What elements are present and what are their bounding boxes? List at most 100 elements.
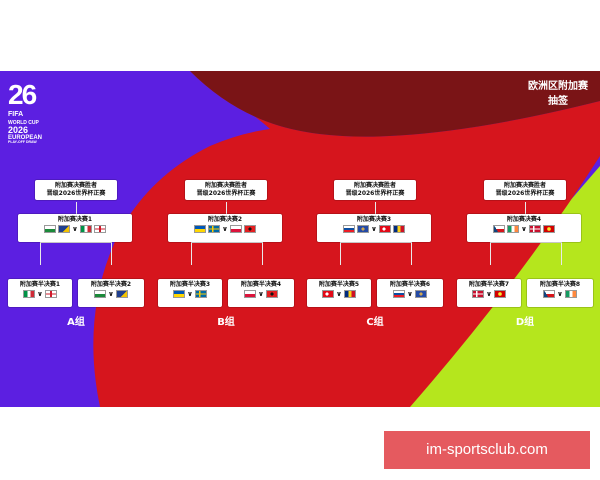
final-box: 附加赛决赛2 ∨ [168, 214, 282, 242]
semifinal-box: 附加赛半决赛2 ∨ [78, 279, 144, 307]
title-line-2: 抽签 [548, 96, 568, 107]
flag-denmark-icon [528, 225, 541, 233]
flag-denmark-icon [472, 290, 485, 298]
flag-bosnia-icon [115, 290, 128, 298]
connector [340, 242, 412, 265]
logo-world-cup: WORLD CUP [8, 120, 39, 126]
flag-albania-icon [265, 290, 278, 298]
semifinal-label: 附加赛半决赛8 [539, 281, 581, 288]
winner-box: 附加赛决赛胜者 晋级2026世界杯正赛 [484, 180, 566, 200]
semifinal-box: 附加赛半决赛4 ∨ [228, 279, 294, 307]
vs-icon: ∨ [222, 225, 228, 233]
flag-italy-icon [79, 225, 92, 233]
watermark-link[interactable]: im-sportsclub.com [384, 431, 590, 469]
vs-icon: ∨ [521, 225, 527, 233]
flag-wales-icon [94, 290, 107, 298]
semifinal-label: 附加赛半决赛4 [240, 281, 282, 288]
flag-romania-icon [343, 290, 356, 298]
winner-line-1: 附加赛决赛胜者 [204, 182, 247, 189]
winner-box: 附加赛决赛胜者 晋级2026世界杯正赛 [185, 180, 267, 200]
title-line-1: 欧洲区附加赛 [528, 81, 588, 92]
final-label: 附加赛决赛1 [57, 216, 93, 223]
flag-england-icon [44, 290, 57, 298]
winner-line-2: 晋级2026世界杯正赛 [46, 190, 106, 197]
flag-italy-icon [23, 290, 36, 298]
connector [40, 242, 112, 265]
winner-box: 附加赛决赛胜者 晋级2026世界杯正赛 [35, 180, 117, 200]
semifinal-box: 附加赛半决赛7 ∨ [457, 279, 521, 307]
vs-icon: ∨ [371, 225, 377, 233]
logo-year: 2026 [8, 125, 29, 135]
semifinal-box: 附加赛半决赛6 ∨ [377, 279, 443, 307]
flag-czechia-icon [493, 225, 506, 233]
flag-romania-icon [392, 225, 405, 233]
logo-fifa: FIFA [8, 111, 24, 118]
flag-ireland-icon [564, 290, 577, 298]
vs-icon: ∨ [486, 290, 492, 298]
winner-line-2: 晋级2026世界杯正赛 [196, 190, 256, 197]
flag-ireland-icon [507, 225, 520, 233]
vs-icon: ∨ [336, 290, 342, 298]
playoff-banner: 26 FIFA WORLD CUP 2026 EUROPEAN PLAY-OFF… [0, 71, 600, 407]
flag-poland-icon [229, 225, 242, 233]
flag-albania-icon [243, 225, 256, 233]
flag-north-macedonia-icon [542, 225, 555, 233]
group-label: B组 [217, 317, 235, 328]
connector [375, 202, 376, 214]
vs-icon: ∨ [108, 290, 114, 298]
connector [525, 202, 526, 214]
final-box: 附加赛决赛1 ∨ [18, 214, 132, 242]
winner-line-2: 晋级2026世界杯正赛 [345, 190, 405, 197]
flag-sweden-icon [208, 225, 221, 233]
flag-kosovo-icon [357, 225, 370, 233]
vs-icon: ∨ [407, 290, 413, 298]
flag-turkey-icon [378, 225, 391, 233]
winner-line-1: 附加赛决赛胜者 [503, 182, 546, 189]
connector [490, 242, 562, 265]
semifinal-label: 附加赛半决赛7 [468, 281, 510, 288]
vs-icon: ∨ [72, 225, 78, 233]
flag-ukraine-icon [173, 290, 186, 298]
group-label: C组 [366, 317, 384, 328]
semifinal-label: 附加赛半决赛6 [389, 281, 431, 288]
final-label: 附加赛决赛2 [207, 216, 243, 223]
connector [76, 202, 77, 214]
flag-slovakia-icon [343, 225, 356, 233]
winner-line-2: 晋级2026世界杯正赛 [495, 190, 555, 197]
connector [191, 242, 263, 265]
flag-czechia-icon [543, 290, 556, 298]
draw-title: 欧洲区附加赛 抽签 [528, 79, 588, 109]
semifinal-label: 附加赛半决赛5 [318, 281, 360, 288]
winner-line-1: 附加赛决赛胜者 [54, 182, 97, 189]
semifinal-label: 附加赛半决赛3 [169, 281, 211, 288]
logo-european: EUROPEAN [8, 135, 43, 141]
semifinal-box: 附加赛半决赛1 ∨ [8, 279, 72, 307]
vs-icon: ∨ [258, 290, 264, 298]
logo-playoff-draw: PLAY-OFF DRAW [8, 140, 37, 144]
winner-line-1: 附加赛决赛胜者 [353, 182, 396, 189]
final-label: 附加赛决赛4 [506, 216, 542, 223]
group-label: A组 [67, 317, 85, 328]
semifinal-box: 附加赛半决赛3 ∨ [158, 279, 222, 307]
final-box: 附加赛决赛4 ∨ [467, 214, 581, 242]
flag-slovakia-icon [393, 290, 406, 298]
flag-bosnia-icon [58, 225, 71, 233]
vs-icon: ∨ [557, 290, 563, 298]
final-label: 附加赛决赛3 [356, 216, 392, 223]
fifa-world-cup-logo: 26 FIFA WORLD CUP 2026 EUROPEAN PLAY-OFF… [8, 81, 54, 145]
semifinal-box: 附加赛半决赛5 ∨ [307, 279, 371, 307]
logo-year-digits: 26 [8, 79, 37, 110]
flag-wales-icon [44, 225, 57, 233]
group-label: D组 [515, 317, 535, 328]
semifinal-box: 附加赛半决赛8 ∨ [527, 279, 593, 307]
vs-icon: ∨ [187, 290, 193, 298]
winner-box: 附加赛决赛胜者 晋级2026世界杯正赛 [334, 180, 416, 200]
flag-ukraine-icon [194, 225, 207, 233]
flag-turkey-icon [322, 290, 335, 298]
flag-poland-icon [244, 290, 257, 298]
semifinal-label: 附加赛半决赛1 [19, 281, 61, 288]
final-box: 附加赛决赛3 ∨ [317, 214, 431, 242]
flag-sweden-icon [194, 290, 207, 298]
connector [226, 202, 227, 214]
flag-kosovo-icon [414, 290, 427, 298]
